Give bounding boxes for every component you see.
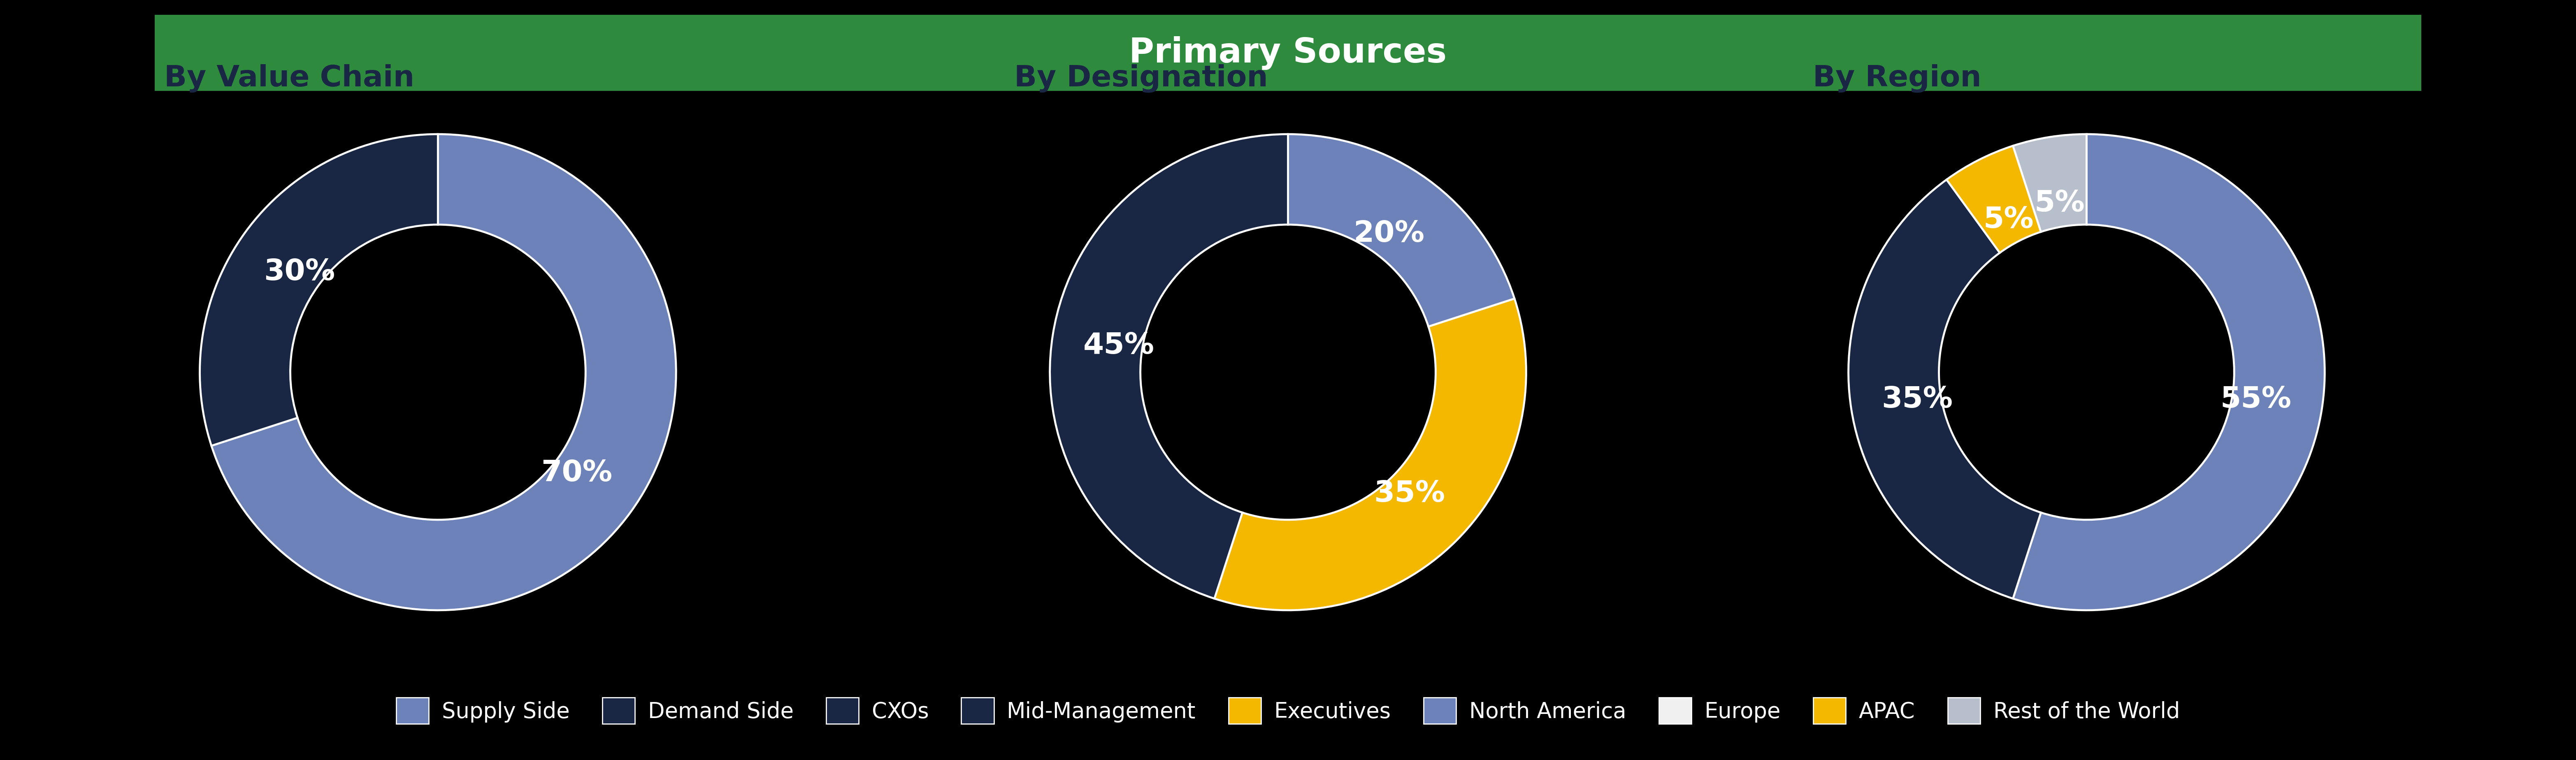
Text: 35%: 35%	[1373, 480, 1445, 508]
Wedge shape	[1288, 135, 1515, 327]
Text: 45%: 45%	[1082, 331, 1154, 359]
Wedge shape	[2012, 135, 2324, 610]
Wedge shape	[1850, 180, 2040, 599]
Wedge shape	[2012, 135, 2087, 232]
Wedge shape	[201, 135, 438, 446]
Wedge shape	[1051, 135, 1288, 599]
Text: 35%: 35%	[1880, 385, 1953, 413]
Text: By Region: By Region	[1814, 64, 1981, 93]
Text: By Value Chain: By Value Chain	[165, 64, 415, 93]
Text: By Designation: By Designation	[1015, 64, 1267, 93]
Wedge shape	[1947, 146, 2040, 253]
Text: 5%: 5%	[2035, 189, 2084, 217]
Text: 30%: 30%	[263, 258, 335, 286]
Text: Primary Sources: Primary Sources	[1128, 36, 1448, 70]
Wedge shape	[211, 135, 675, 610]
Text: 5%: 5%	[1984, 206, 2035, 234]
Wedge shape	[1213, 299, 1525, 610]
Text: 55%: 55%	[2221, 385, 2293, 413]
Legend: Supply Side, Demand Side, CXOs, Mid-Management, Executives, North America, Europ: Supply Side, Demand Side, CXOs, Mid-Mana…	[386, 689, 2190, 733]
Text: 70%: 70%	[541, 459, 613, 487]
Text: 20%: 20%	[1352, 220, 1425, 248]
